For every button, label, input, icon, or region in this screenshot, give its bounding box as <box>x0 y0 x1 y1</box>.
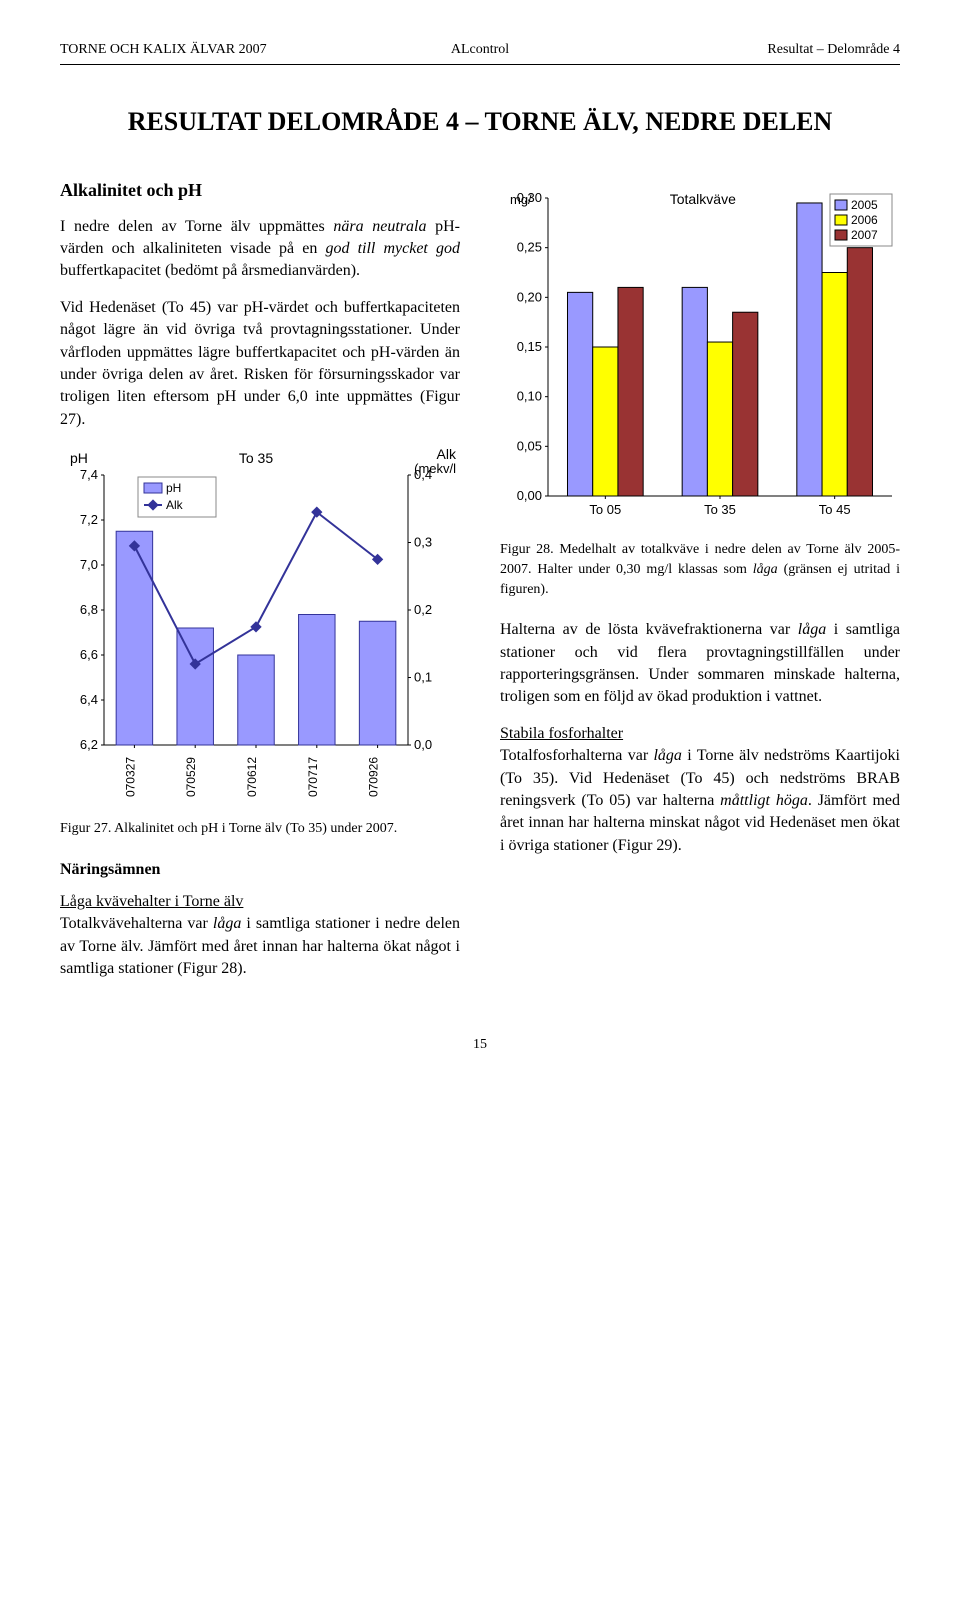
page-header: TORNE OCH KALIX ÄLVAR 2007 ALcontrol Res… <box>60 40 900 65</box>
svg-text:070612: 070612 <box>245 757 259 797</box>
svg-text:6,8: 6,8 <box>80 602 98 617</box>
svg-text:2006: 2006 <box>851 213 878 227</box>
two-columns: Alkalinitet och pH I nedre delen av Torn… <box>60 178 900 994</box>
svg-text:7,2: 7,2 <box>80 512 98 527</box>
para-fosfor: Stabila fosforhalterTotalfosforhalterna … <box>500 723 900 857</box>
svg-text:0,30: 0,30 <box>517 190 542 205</box>
svg-text:0,15: 0,15 <box>517 339 542 354</box>
svg-text:0,25: 0,25 <box>517 240 542 255</box>
right-column: mg/Totalkväve2005200620070,000,050,100,1… <box>500 178 900 994</box>
para-intro-1: I nedre delen av Torne älv uppmättes när… <box>60 216 460 283</box>
svg-text:2007: 2007 <box>851 228 878 242</box>
svg-text:To 05: To 05 <box>589 502 621 517</box>
header-right: Resultat – Delområde 4 <box>620 40 900 60</box>
svg-text:0,10: 0,10 <box>517 389 542 404</box>
figure-27-caption: Figur 27. Alkalinitet och pH i Torne älv… <box>60 819 460 839</box>
svg-text:pH: pH <box>70 450 88 466</box>
svg-text:2005: 2005 <box>851 198 878 212</box>
underline-fosfor: Stabila fosforhalter <box>500 725 623 742</box>
header-mid: ALcontrol <box>340 40 620 60</box>
chart-27: pHTo 35Alk(mekv/lpHAlk6,26,46,66,87,07,2… <box>60 445 460 805</box>
svg-text:To 35: To 35 <box>704 502 736 517</box>
section-heading-naring: Näringsämnen <box>60 859 460 881</box>
svg-text:0,3: 0,3 <box>414 535 432 550</box>
svg-text:0,2: 0,2 <box>414 602 432 617</box>
svg-text:7,0: 7,0 <box>80 557 98 572</box>
para-kvave: Låga kvävehalter i Torne älvTotalkväveha… <box>60 891 460 981</box>
svg-text:070926: 070926 <box>367 757 381 797</box>
para-kvavefrakt: Halterna av de lösta kvävefraktionerna v… <box>500 619 900 709</box>
svg-text:6,2: 6,2 <box>80 737 98 752</box>
svg-text:0,00: 0,00 <box>517 488 542 503</box>
para-intro-2: Vid Hedenäset (To 45) var pH-värdet och … <box>60 297 460 431</box>
svg-text:7,4: 7,4 <box>80 467 98 482</box>
section-heading-alkalinitet: Alkalinitet och pH <box>60 178 460 203</box>
underline-kvave: Låga kvävehalter i Torne älv <box>60 893 243 910</box>
page-title: RESULTAT DELOMRÅDE 4 – TORNE ÄLV, NEDRE … <box>60 105 900 139</box>
svg-text:6,4: 6,4 <box>80 692 98 707</box>
svg-text:070529: 070529 <box>184 757 198 797</box>
svg-text:Totalkväve: Totalkväve <box>670 191 736 207</box>
svg-text:0,05: 0,05 <box>517 439 542 454</box>
figure-28-caption: Figur 28. Medelhalt av totalkväve i nedr… <box>500 540 900 599</box>
svg-text:To 35: To 35 <box>239 450 273 466</box>
svg-text:To 45: To 45 <box>819 502 851 517</box>
svg-text:070717: 070717 <box>306 757 320 797</box>
svg-text:6,6: 6,6 <box>80 647 98 662</box>
svg-text:0,0: 0,0 <box>414 737 432 752</box>
chart-28: mg/Totalkväve2005200620070,000,050,100,1… <box>500 186 900 526</box>
svg-text:0,1: 0,1 <box>414 670 432 685</box>
svg-text:0,20: 0,20 <box>517 290 542 305</box>
header-left: TORNE OCH KALIX ÄLVAR 2007 <box>60 40 340 60</box>
svg-text:0,4: 0,4 <box>414 467 432 482</box>
svg-text:070327: 070327 <box>123 757 137 797</box>
svg-text:Alk: Alk <box>437 446 457 462</box>
svg-text:Alk: Alk <box>166 498 184 512</box>
svg-text:pH: pH <box>166 481 181 495</box>
page-number: 15 <box>60 1035 900 1055</box>
left-column: Alkalinitet och pH I nedre delen av Torn… <box>60 178 460 994</box>
